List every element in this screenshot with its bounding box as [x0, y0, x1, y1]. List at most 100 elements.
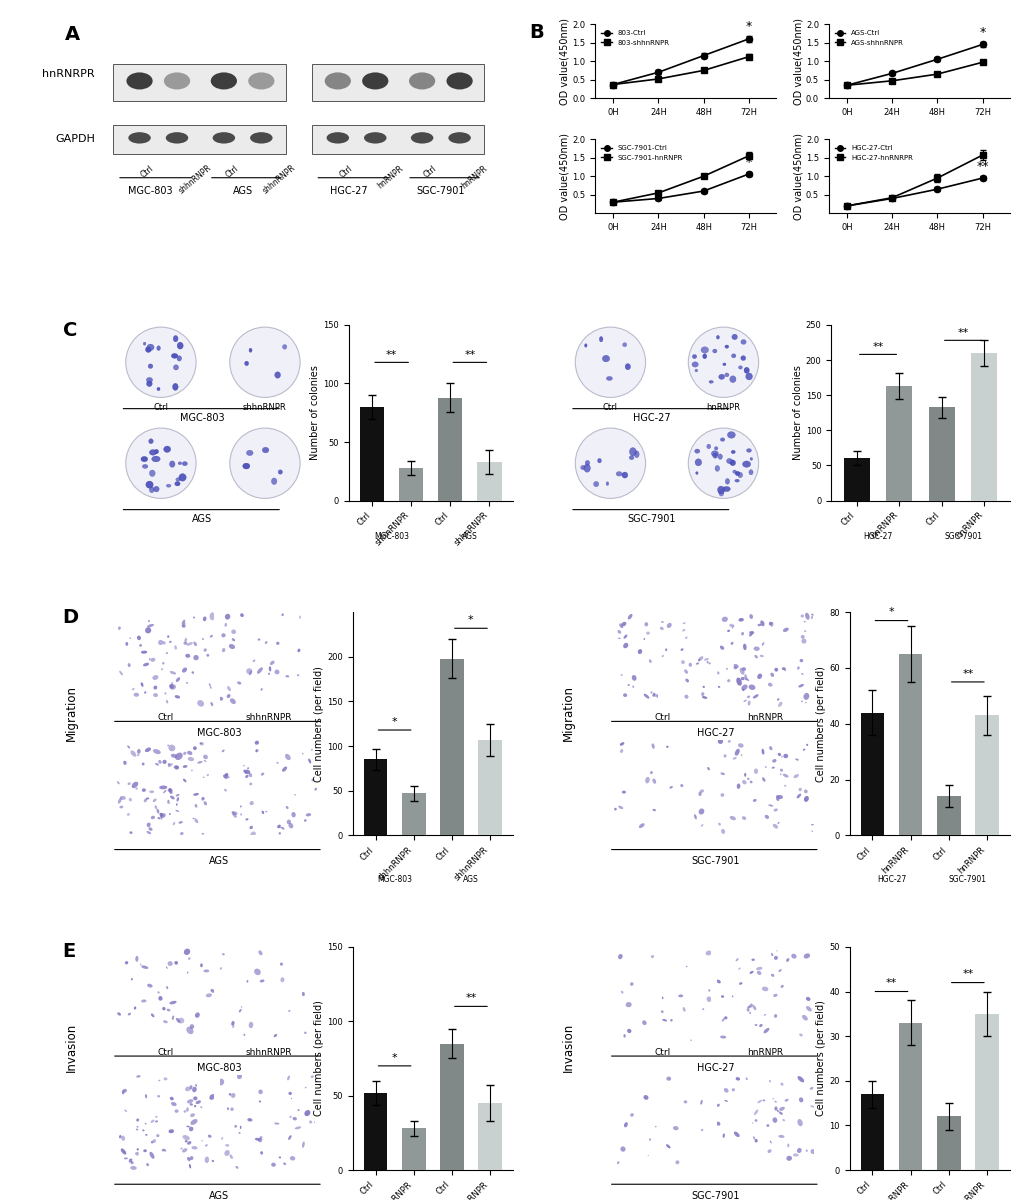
Ellipse shape — [182, 779, 186, 782]
Ellipse shape — [752, 799, 756, 802]
Ellipse shape — [798, 684, 803, 688]
Ellipse shape — [178, 821, 182, 823]
Ellipse shape — [250, 826, 253, 829]
Ellipse shape — [158, 1080, 160, 1081]
Ellipse shape — [183, 948, 190, 955]
Ellipse shape — [206, 994, 212, 997]
Ellipse shape — [745, 1078, 747, 1080]
Ellipse shape — [235, 1166, 238, 1169]
Ellipse shape — [793, 774, 798, 778]
Ellipse shape — [659, 626, 663, 630]
Ellipse shape — [716, 979, 720, 984]
Ellipse shape — [715, 1122, 719, 1126]
Ellipse shape — [706, 767, 709, 770]
Ellipse shape — [195, 818, 198, 823]
Ellipse shape — [174, 766, 179, 769]
Ellipse shape — [638, 823, 644, 828]
Ellipse shape — [737, 743, 743, 748]
Ellipse shape — [798, 1097, 803, 1103]
Ellipse shape — [139, 644, 142, 647]
Ellipse shape — [286, 820, 290, 824]
Ellipse shape — [693, 815, 696, 820]
Ellipse shape — [175, 794, 179, 797]
Ellipse shape — [732, 757, 736, 760]
Ellipse shape — [725, 344, 728, 348]
Ellipse shape — [618, 805, 623, 809]
Text: Invasion: Invasion — [561, 1022, 574, 1072]
Ellipse shape — [701, 696, 707, 698]
Text: SGC-7901: SGC-7901 — [691, 1190, 740, 1200]
Ellipse shape — [749, 614, 752, 619]
Ellipse shape — [118, 626, 120, 630]
FancyBboxPatch shape — [113, 125, 285, 154]
Ellipse shape — [130, 978, 132, 980]
Ellipse shape — [137, 749, 141, 754]
Ellipse shape — [753, 1110, 757, 1115]
Ellipse shape — [798, 787, 801, 791]
Ellipse shape — [262, 448, 269, 452]
Ellipse shape — [185, 682, 189, 684]
Ellipse shape — [120, 1148, 126, 1154]
Ellipse shape — [149, 791, 154, 793]
Ellipse shape — [615, 472, 622, 476]
Ellipse shape — [203, 755, 208, 760]
Text: E: E — [62, 942, 75, 961]
Ellipse shape — [142, 966, 148, 968]
Ellipse shape — [288, 1009, 290, 1012]
Ellipse shape — [725, 373, 729, 377]
Ellipse shape — [752, 695, 758, 698]
Bar — [360, 407, 384, 500]
Ellipse shape — [652, 692, 654, 697]
Ellipse shape — [631, 674, 636, 680]
Ellipse shape — [174, 695, 180, 698]
Text: Ctrl: Ctrl — [153, 403, 168, 412]
Ellipse shape — [761, 778, 764, 781]
Ellipse shape — [706, 661, 708, 664]
Bar — [401, 793, 425, 835]
Ellipse shape — [124, 961, 128, 965]
Ellipse shape — [157, 817, 160, 820]
Text: MGC-803: MGC-803 — [197, 1063, 240, 1073]
Ellipse shape — [207, 774, 209, 776]
Ellipse shape — [706, 996, 711, 1002]
Ellipse shape — [409, 72, 435, 90]
Ellipse shape — [152, 1139, 156, 1142]
Ellipse shape — [718, 374, 723, 379]
Ellipse shape — [643, 638, 645, 640]
Ellipse shape — [776, 1110, 779, 1112]
Ellipse shape — [700, 1100, 702, 1105]
Ellipse shape — [706, 444, 710, 449]
Ellipse shape — [652, 779, 655, 784]
Text: *: * — [391, 1052, 397, 1062]
Ellipse shape — [757, 624, 761, 626]
Ellipse shape — [281, 767, 286, 772]
Ellipse shape — [702, 685, 704, 688]
Ellipse shape — [800, 701, 802, 702]
Ellipse shape — [117, 1013, 121, 1015]
Ellipse shape — [197, 761, 203, 763]
Text: *: * — [978, 26, 984, 40]
Ellipse shape — [175, 677, 180, 682]
Ellipse shape — [730, 642, 733, 644]
Bar — [439, 1044, 464, 1170]
Ellipse shape — [678, 995, 683, 997]
Ellipse shape — [770, 953, 772, 956]
Ellipse shape — [800, 614, 803, 618]
Ellipse shape — [153, 749, 161, 754]
Ellipse shape — [624, 1122, 627, 1127]
Ellipse shape — [738, 618, 743, 622]
Ellipse shape — [151, 1120, 154, 1123]
Ellipse shape — [146, 1163, 149, 1166]
Ellipse shape — [776, 752, 781, 756]
Ellipse shape — [783, 668, 786, 671]
Ellipse shape — [688, 328, 758, 397]
Ellipse shape — [148, 620, 150, 622]
Ellipse shape — [141, 650, 147, 654]
Ellipse shape — [732, 996, 733, 997]
Ellipse shape — [308, 758, 311, 763]
Ellipse shape — [125, 328, 196, 397]
Ellipse shape — [627, 614, 632, 619]
Ellipse shape — [757, 1100, 761, 1103]
Ellipse shape — [221, 1138, 223, 1140]
Ellipse shape — [160, 814, 165, 818]
